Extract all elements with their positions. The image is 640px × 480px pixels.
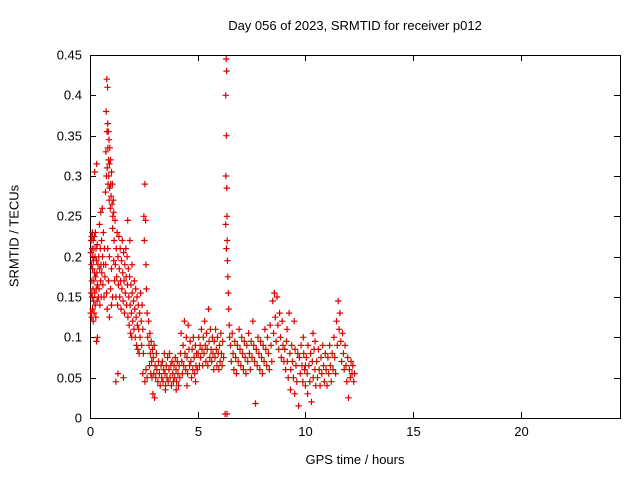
chart-title: Day 056 of 2023, SRMTID for receiver p01… [228, 18, 482, 33]
axis-ticks [90, 55, 620, 419]
svg-text:20: 20 [514, 424, 528, 439]
svg-text:15: 15 [406, 424, 420, 439]
tick-labels: 0 5 10 15 20 0 0.05 0.1 0.15 0.2 0.25 0.3 0.35 0.4 0.4… [57, 48, 529, 440]
data-points-srmtid [87, 55, 358, 418]
x-axis-label: GPS time / hours [305, 452, 405, 467]
svg-text:0: 0 [87, 424, 94, 439]
svg-text:0.05: 0.05 [57, 371, 82, 386]
svg-text:10: 10 [298, 424, 312, 439]
svg-text:0.35: 0.35 [57, 129, 82, 144]
plot-border [90, 55, 621, 419]
svg-text:0.1: 0.1 [64, 330, 82, 345]
svg-text:0.25: 0.25 [57, 209, 82, 224]
svg-text:0.4: 0.4 [64, 88, 82, 103]
svg-text:5: 5 [195, 424, 202, 439]
svg-text:0.2: 0.2 [64, 250, 82, 265]
svg-text:0.15: 0.15 [57, 290, 82, 305]
svg-text:0.3: 0.3 [64, 169, 82, 184]
svg-text:0.45: 0.45 [57, 48, 82, 63]
svg-text:0: 0 [75, 411, 82, 426]
